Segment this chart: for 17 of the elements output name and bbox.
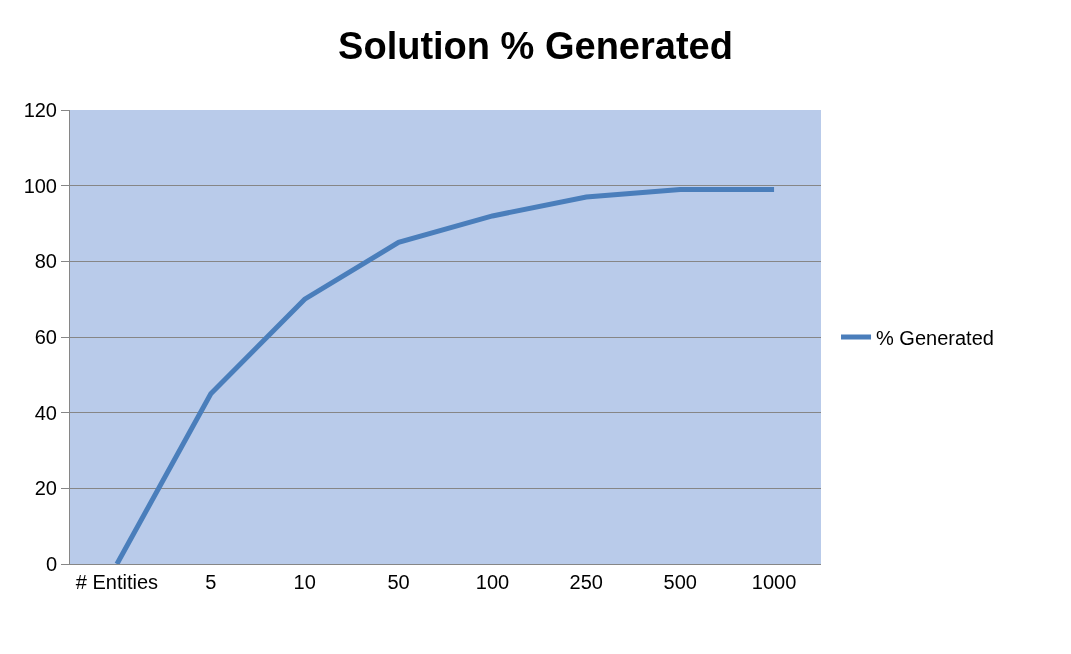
x-tick-label: # Entities bbox=[75, 571, 159, 593]
x-tick-label: 50 bbox=[387, 571, 410, 593]
x-tick-label: 250 bbox=[569, 571, 603, 593]
x-tick-label: 5 bbox=[205, 571, 217, 593]
chart-title: Solution % Generated bbox=[338, 25, 733, 68]
x-tick-label: 10 bbox=[293, 571, 316, 593]
y-tick-label: 120 bbox=[23, 99, 57, 121]
x-tick-label: 500 bbox=[663, 571, 697, 593]
y-tick-label: 60 bbox=[34, 326, 57, 348]
y-tick-label: 0 bbox=[45, 553, 57, 575]
y-tick-label: 20 bbox=[34, 477, 57, 500]
x-tick-label: 1000 bbox=[751, 571, 797, 593]
y-tick-label: 40 bbox=[34, 401, 57, 424]
y-tick-label: 80 bbox=[34, 250, 57, 273]
x-tick-label: 100 bbox=[475, 571, 510, 593]
y-tick-label: 100 bbox=[23, 174, 57, 197]
legend-label: % Generated bbox=[876, 326, 994, 349]
